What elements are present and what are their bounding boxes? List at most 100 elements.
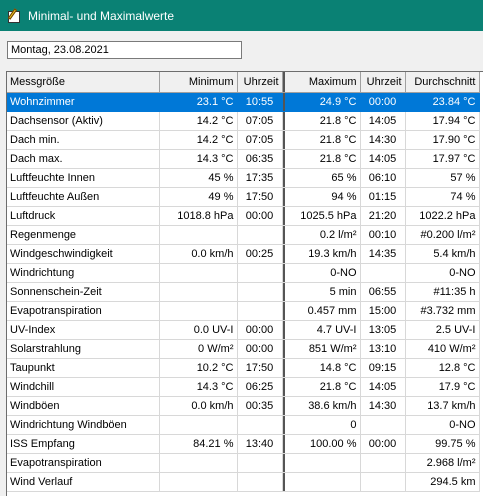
table-row[interactable]: Windböen 0.0 km/h 00:35 38.6 km/h 14:30 13.7 … <box>7 396 480 416</box>
cell-name: Windgeschwindigkeit <box>7 244 160 264</box>
cell-min-time: 17:50 <box>237 187 283 207</box>
cell-maximum: 100.00 % <box>285 434 361 454</box>
column-separator <box>282 396 285 416</box>
column-separator <box>282 263 285 283</box>
table-row[interactable]: Evapotranspiration 2.968 l/m² <box>7 453 480 473</box>
cell-max-time <box>360 453 406 473</box>
header-uhrzeit-max[interactable]: Uhrzeit <box>360 72 406 93</box>
cell-min-time: 06:35 <box>237 149 283 169</box>
cell-max-time: 00:00 <box>360 92 406 112</box>
cell-minimum: 14.3 °C <box>159 149 238 169</box>
cell-max-time: 14:35 <box>360 244 406 264</box>
column-separator <box>282 225 285 245</box>
cell-min-time <box>237 225 283 245</box>
cell-name: Taupunkt <box>7 358 160 378</box>
header-durchschnitt[interactable]: Durchschnitt <box>405 72 480 93</box>
header-minimum[interactable]: Minimum <box>159 72 238 93</box>
cell-max-time: 00:10 <box>360 225 406 245</box>
column-separator <box>282 453 285 473</box>
cell-name: Wohnzimmer <box>7 92 160 112</box>
table-row[interactable]: Luftfeuchte Außen 49 % 17:50 94 % 01:15 74 % <box>7 187 480 207</box>
table-row[interactable]: Dach min. 14.2 °C 07:05 21.8 °C 14:30 17.90 °… <box>7 130 480 150</box>
table-row[interactable]: Dach max. 14.3 °C 06:35 21.8 °C 14:05 17.97 °… <box>7 149 480 169</box>
cell-name: UV-Index <box>7 320 160 340</box>
column-separator <box>282 244 285 264</box>
cell-min-time: 00:25 <box>237 244 283 264</box>
cell-max-time: 14:30 <box>360 396 406 416</box>
table-row[interactable]: Taupunkt 10.2 °C 17:50 14.8 °C 09:15 12.8 °C <box>7 358 480 378</box>
cell-name: Evapotranspiration <box>7 301 160 321</box>
column-separator <box>282 206 285 226</box>
values-table: Messgröße Minimum Uhrzeit Maximum Uhrzei… <box>6 71 483 496</box>
cell-name: Dach max. <box>7 149 160 169</box>
column-separator <box>282 472 285 492</box>
column-separator <box>282 415 285 435</box>
cell-minimum: 45 % <box>159 168 238 188</box>
cell-max-time: 21:20 <box>360 206 406 226</box>
column-separator <box>282 358 285 378</box>
cell-maximum: 21.8 °C <box>285 130 361 150</box>
column-separator <box>282 434 285 454</box>
cell-maximum: 0 <box>285 415 361 435</box>
table-row[interactable]: Wind Verlauf 294.5 km <box>7 472 480 492</box>
table-row[interactable]: Wohnzimmer 23.1 °C 10:55 24.9 °C 00:00 23.84 … <box>7 92 480 112</box>
table-row[interactable]: Evapotranspiration 0.457 mm 15:00 #3.732 mm <box>7 301 480 321</box>
table-row[interactable]: Windrichtung 0-NO 0-NO <box>7 263 480 283</box>
notepad-icon <box>6 7 22 24</box>
cell-minimum: 0.0 UV-I <box>159 320 238 340</box>
cell-max-time: 14:30 <box>360 130 406 150</box>
cell-average: #0.200 l/m² <box>405 225 480 245</box>
cell-average: 17.94 °C <box>405 111 480 131</box>
cell-maximum: 38.6 km/h <box>285 396 361 416</box>
cell-average: 5.4 km/h <box>405 244 480 264</box>
cell-average: 0-NO <box>405 415 480 435</box>
cell-max-time <box>360 263 406 283</box>
cell-name: Evapotranspiration <box>7 453 160 473</box>
cell-min-time <box>237 415 283 435</box>
cell-minimum: 0 W/m² <box>159 339 238 359</box>
cell-min-time: 10:55 <box>237 92 283 112</box>
table-row[interactable]: Windrichtung Windböen 0 0-NO <box>7 415 480 435</box>
table-row[interactable]: Solarstrahlung 0 W/m² 00:00 851 W/m² 13:10 41… <box>7 339 480 359</box>
column-separator <box>282 187 285 207</box>
table-row[interactable]: ISS Empfang 84.21 % 13:40 100.00 % 00:00 99.7… <box>7 434 480 454</box>
cell-max-time: 14:05 <box>360 149 406 169</box>
cell-min-time: 06:25 <box>237 377 283 397</box>
table-row[interactable]: UV-Index 0.0 UV-I 00:00 4.7 UV-I 13:05 2.5 UV… <box>7 320 480 340</box>
cell-name: Sonnenschein-Zeit <box>7 282 160 302</box>
table-row[interactable]: Windchill 14.3 °C 06:25 21.8 °C 14:05 17.9 °C <box>7 377 480 397</box>
cell-maximum: 19.3 km/h <box>285 244 361 264</box>
table-row[interactable]: Luftfeuchte Innen 45 % 17:35 65 % 06:10 57 % <box>7 168 480 188</box>
column-separator <box>282 301 285 321</box>
cell-min-time <box>237 282 283 302</box>
column-separator <box>282 72 285 93</box>
cell-min-time: 13:40 <box>237 434 283 454</box>
cell-average: 74 % <box>405 187 480 207</box>
cell-name: Luftdruck <box>7 206 160 226</box>
cell-name: Dachsensor (Aktiv) <box>7 111 160 131</box>
cell-average: 2.5 UV-I <box>405 320 480 340</box>
cell-minimum <box>159 225 238 245</box>
table-header: Messgröße Minimum Uhrzeit Maximum Uhrzei… <box>7 72 480 93</box>
cell-name: Wind Verlauf <box>7 472 160 492</box>
table-row[interactable]: Windgeschwindigkeit 0.0 km/h 00:25 19.3 km/… <box>7 244 480 264</box>
header-uhrzeit-min[interactable]: Uhrzeit <box>237 72 283 93</box>
cell-average: #11:35 h <box>405 282 480 302</box>
cell-min-time: 00:00 <box>237 320 283 340</box>
header-maximum[interactable]: Maximum <box>285 72 361 93</box>
table-row[interactable]: Luftdruck 1018.8 hPa 00:00 1025.5 hPa 21:20 1… <box>7 206 480 226</box>
date-field[interactable]: Montag, 23.08.2021 <box>7 41 242 59</box>
table-row[interactable]: Dachsensor (Aktiv) 14.2 °C 07:05 21.8 °C 14:… <box>7 111 480 131</box>
table-row[interactable]: Sonnenschein-Zeit 5 min 06:55 #11:35 h <box>7 282 480 302</box>
cell-min-time <box>237 301 283 321</box>
header-messgroesse[interactable]: Messgröße <box>7 72 160 93</box>
cell-maximum: 21.8 °C <box>285 377 361 397</box>
table-row[interactable]: Regenmenge 0.2 l/m² 00:10 #0.200 l/m² <box>7 225 480 245</box>
cell-maximum: 5 min <box>285 282 361 302</box>
cell-maximum: 1025.5 hPa <box>285 206 361 226</box>
cell-average: 410 W/m² <box>405 339 480 359</box>
title-bar[interactable]: Minimal- und Maximalwerte <box>0 0 483 31</box>
cell-maximum: 24.9 °C <box>285 92 361 112</box>
window-title: Minimal- und Maximalwerte <box>28 8 175 23</box>
cell-maximum <box>285 453 361 473</box>
